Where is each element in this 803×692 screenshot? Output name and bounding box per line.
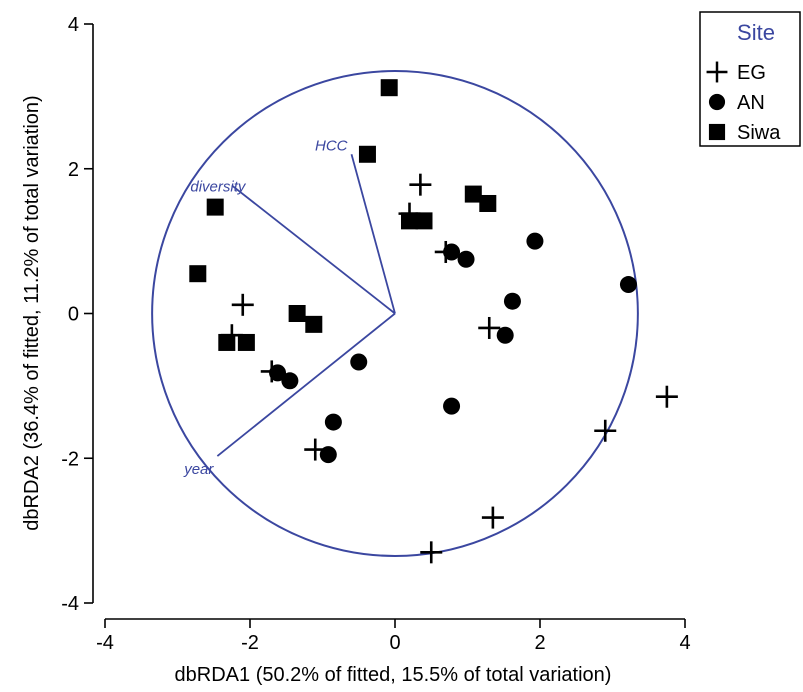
y-tick-label: -4 <box>61 593 79 615</box>
correlation-circle-layer <box>151 70 639 557</box>
legend-marker-eg <box>706 61 728 83</box>
point-an <box>496 326 514 344</box>
y-tick-label: 0 <box>68 304 79 326</box>
legend-label-eg: EG <box>737 62 766 84</box>
point-an <box>457 250 475 268</box>
legend: Site EG AN Siwa <box>699 11 801 147</box>
legend-marker-siwa <box>708 123 726 141</box>
y-tick-label: -2 <box>61 448 79 470</box>
point-siwa <box>401 212 418 230</box>
point-an <box>443 397 461 415</box>
y-tick-label: 4 <box>68 14 79 36</box>
legend-label-an: AN <box>737 92 765 114</box>
point-eg <box>594 419 617 442</box>
vector-diversity <box>231 184 396 315</box>
point-an <box>619 276 637 294</box>
x-tick-label: 0 <box>389 632 400 654</box>
legend-items: EG AN Siwa <box>706 61 781 144</box>
vector-label-diversity: diversity <box>190 178 247 195</box>
points-layer <box>189 79 678 564</box>
point-eg <box>478 316 501 339</box>
point-eg <box>655 385 678 408</box>
vector-HCC <box>350 154 396 314</box>
point-an <box>526 232 544 250</box>
point-siwa <box>206 198 224 216</box>
point-siwa <box>288 305 306 322</box>
point-an <box>503 292 521 310</box>
point-eg <box>231 293 254 316</box>
point-eg <box>420 541 443 564</box>
point-an <box>350 353 368 371</box>
legend-label-siwa: Siwa <box>737 122 781 144</box>
correlation-circle <box>151 70 639 557</box>
point-siwa <box>358 145 376 163</box>
y-axis-title: dbRDA2 (36.4% of fitted, 11.2% of total … <box>21 95 43 530</box>
x-tick-label: -2 <box>241 632 259 654</box>
point-siwa <box>479 194 497 212</box>
point-siwa <box>305 315 323 333</box>
point-an <box>281 372 299 390</box>
point-an <box>269 364 287 382</box>
axes: -4 -2 0 2 4 -4 -2 0 2 4 <box>61 14 690 654</box>
point-siwa <box>415 212 433 230</box>
vector-layer: HCC diversity year <box>183 137 396 478</box>
point-siwa <box>464 185 482 203</box>
legend-marker-an <box>708 93 726 111</box>
point-siwa <box>218 333 236 351</box>
point-siwa <box>380 79 398 97</box>
vector-year <box>216 312 396 457</box>
point-eg <box>481 506 504 529</box>
point-siwa <box>189 265 207 283</box>
y-tick-label: 2 <box>68 159 79 181</box>
x-tick-label: 4 <box>679 632 690 654</box>
point-an <box>319 446 337 464</box>
legend-title: Site <box>737 20 775 45</box>
x-axis-title: dbRDA1 (50.2% of fitted, 15.5% of total … <box>175 664 612 686</box>
x-tick-label: -4 <box>96 632 114 654</box>
point-eg <box>409 173 432 196</box>
point-siwa <box>237 333 255 351</box>
point-an <box>324 413 342 431</box>
vector-label-year: year <box>183 461 214 478</box>
point-an <box>443 243 461 261</box>
vector-label-HCC: HCC <box>315 137 348 154</box>
x-tick-label: 2 <box>534 632 545 654</box>
